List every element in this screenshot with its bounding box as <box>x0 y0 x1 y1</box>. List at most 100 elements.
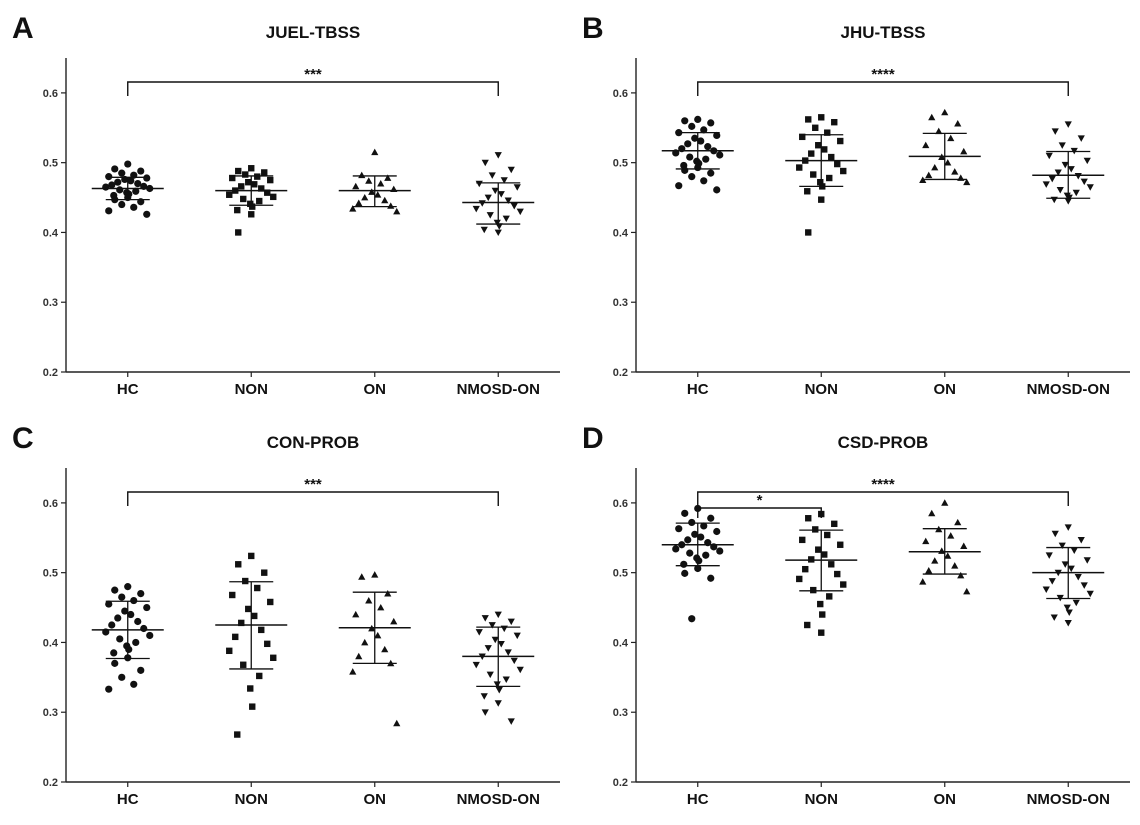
data-point <box>481 615 489 622</box>
x-tick-label: HC <box>117 381 139 398</box>
y-tick-label: 0.4 <box>43 637 59 649</box>
data-point <box>377 603 385 611</box>
group-non <box>215 552 288 738</box>
data-point <box>931 557 939 564</box>
y-tick-label: 0.3 <box>613 707 628 719</box>
chart-svg: D CSD-PROB 0.2 0.3 0.4 0.5 0.6 HC NON ON NMOSD-ON *… <box>582 422 1130 808</box>
data-point <box>251 612 258 620</box>
chart-title: CON-PROB <box>267 433 360 452</box>
data-point <box>240 195 247 203</box>
data-point <box>118 200 126 209</box>
data-point <box>102 183 110 191</box>
data-point <box>941 499 949 506</box>
data-point <box>935 127 943 135</box>
data-point <box>831 520 838 528</box>
x-tick-label: NMOSD-ON <box>1027 381 1110 398</box>
data-point <box>358 171 366 179</box>
group-hc <box>91 583 164 693</box>
data-point <box>702 551 710 559</box>
data-point <box>834 570 841 578</box>
group-hc <box>661 115 734 194</box>
data-point <box>143 174 151 182</box>
data-point <box>826 593 833 600</box>
data-point <box>504 649 512 656</box>
data-point <box>491 636 499 644</box>
group-non <box>785 114 858 236</box>
significance-label: *** <box>304 66 322 83</box>
data-point <box>513 632 521 640</box>
data-point <box>824 129 831 136</box>
data-point <box>494 152 502 159</box>
data-point <box>796 164 803 171</box>
data-point <box>963 587 971 595</box>
data-point <box>235 167 242 175</box>
data-point <box>947 532 955 539</box>
data-point <box>821 551 828 558</box>
data-point <box>944 159 952 166</box>
data-point <box>242 577 249 585</box>
y-tick-label: 0.3 <box>43 297 58 309</box>
data-point <box>384 174 392 181</box>
data-point <box>1042 586 1050 594</box>
data-point <box>114 614 122 622</box>
data-point <box>954 518 962 526</box>
data-point <box>267 598 274 606</box>
data-point <box>497 191 505 198</box>
data-point <box>481 709 489 716</box>
data-point <box>963 178 971 186</box>
data-point <box>957 571 965 579</box>
data-point <box>1058 142 1066 149</box>
data-point <box>111 659 119 667</box>
data-point <box>504 197 512 204</box>
data-point <box>258 626 265 634</box>
data-point <box>1045 152 1053 160</box>
x-tick-label: ON <box>364 791 387 808</box>
group-on <box>338 148 411 215</box>
data-point <box>507 618 515 626</box>
data-point <box>229 174 236 182</box>
data-point <box>368 188 376 195</box>
data-point <box>124 583 132 591</box>
data-point <box>478 200 486 207</box>
data-point <box>804 188 811 195</box>
data-point <box>500 177 508 184</box>
data-point <box>826 174 833 182</box>
data-point <box>361 638 369 646</box>
data-point <box>840 167 847 175</box>
data-point <box>374 191 382 198</box>
data-point <box>1083 157 1091 165</box>
data-point <box>507 166 515 174</box>
data-point <box>1077 536 1085 544</box>
x-tick-label: NON <box>805 381 838 398</box>
data-point <box>270 193 277 201</box>
data-point <box>691 530 699 538</box>
data-point <box>1064 121 1072 128</box>
data-point <box>675 525 683 533</box>
data-point <box>118 673 126 681</box>
data-point <box>1061 561 1069 568</box>
data-point <box>834 160 841 168</box>
data-point <box>137 167 145 175</box>
data-point <box>349 668 357 675</box>
data-point <box>111 586 119 594</box>
data-point <box>810 171 817 178</box>
data-point <box>928 509 936 517</box>
data-point <box>242 171 249 178</box>
x-tick-label: NON <box>235 381 268 398</box>
data-point <box>248 552 255 560</box>
x-tick-label: HC <box>687 381 709 398</box>
y-tick-label: 0.6 <box>613 498 628 510</box>
data-point <box>361 193 369 201</box>
data-point <box>493 219 501 227</box>
data-point <box>1083 557 1091 564</box>
data-point <box>819 611 826 618</box>
data-point <box>146 631 154 640</box>
panel-letter: A <box>12 12 34 45</box>
data-point <box>713 186 721 194</box>
group-on <box>908 108 981 186</box>
data-point <box>1077 135 1085 142</box>
data-point <box>818 629 825 636</box>
x-tick-label: HC <box>117 791 139 808</box>
data-point <box>941 108 949 116</box>
